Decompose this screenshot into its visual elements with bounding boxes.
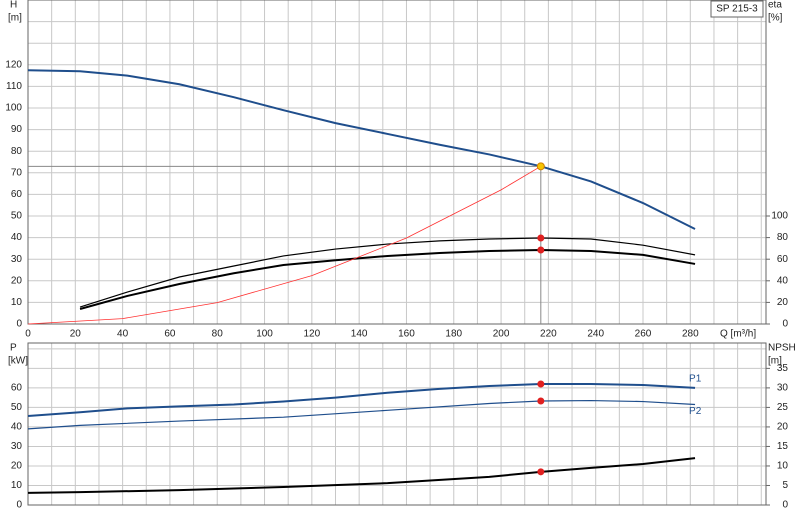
y-tick-label: 70 <box>11 167 23 178</box>
duty-point <box>536 162 545 171</box>
x-tick-label: 160 <box>398 329 415 340</box>
duty-point <box>537 234 545 242</box>
y-tick-label: 0 <box>16 500 22 511</box>
x-tick-label: 240 <box>587 329 604 340</box>
x-tick-label: 260 <box>635 329 652 340</box>
series-line <box>27 457 696 494</box>
x-tick-label: 100 <box>256 329 273 340</box>
y-axis-unit: [kW] <box>8 356 28 367</box>
y2-tick-label: 40 <box>777 275 789 286</box>
y2-tick-label: 25 <box>777 402 789 413</box>
y-tick-label: 100 <box>5 103 22 114</box>
x-tick-label: 80 <box>212 329 224 340</box>
x-axis-label: Q [m³/h] <box>720 329 756 340</box>
y2-tick-label: 100 <box>771 211 788 222</box>
series-line <box>79 249 696 310</box>
y2-axis-unit: [m] <box>768 356 782 367</box>
y2-axis-label: eta <box>768 0 782 11</box>
y-tick-label: 30 <box>11 441 23 452</box>
y-axis-label: H <box>10 0 17 11</box>
plot-area <box>28 0 766 324</box>
y-axis-unit: [m] <box>8 13 22 24</box>
series-line <box>27 165 542 325</box>
y2-tick-label: 60 <box>777 254 789 265</box>
plot-frame <box>27 342 767 506</box>
y-tick-label: 50 <box>11 211 23 222</box>
y-tick-label: 50 <box>11 402 23 413</box>
duty-point <box>537 246 545 254</box>
series-label: P2 <box>689 406 702 417</box>
duty-point <box>537 397 545 405</box>
y-tick-label: 60 <box>11 189 23 200</box>
y-tick-label: 80 <box>11 146 23 157</box>
series-line <box>79 237 696 308</box>
plot-frame <box>27 0 767 325</box>
y2-tick-label: 80 <box>777 232 789 243</box>
y2-tick-label: 15 <box>777 441 789 452</box>
x-tick-label: 180 <box>445 329 462 340</box>
x-tick-label: 40 <box>117 329 129 340</box>
y2-tick-label: 10 <box>777 461 789 472</box>
y-tick-label: 10 <box>11 297 23 308</box>
series-line <box>27 399 696 430</box>
y-tick-label: 120 <box>5 59 22 70</box>
y-tick-label: 40 <box>11 232 23 243</box>
y-tick-label: 40 <box>11 422 23 433</box>
x-tick-label: 200 <box>493 329 510 340</box>
series-label: P1 <box>689 374 702 385</box>
y2-axis-unit: [%] <box>768 13 783 24</box>
y2-tick-label: 0 <box>782 500 788 511</box>
y-tick-label: 90 <box>11 124 23 135</box>
y2-tick-label: 30 <box>777 383 789 394</box>
y-tick-label: 0 <box>16 319 22 330</box>
y2-tick-label: 0 <box>782 319 788 330</box>
chart-title: SP 215-3 <box>716 4 758 15</box>
x-tick-label: 20 <box>70 329 82 340</box>
y-tick-label: 10 <box>11 480 23 491</box>
plot-area <box>28 343 766 505</box>
y-tick-label: 30 <box>11 254 23 265</box>
duty-point <box>537 380 545 388</box>
title-box <box>710 0 764 18</box>
y-tick-label: 110 <box>6 81 22 92</box>
y2-tick-label: 5 <box>782 480 788 491</box>
y-tick-label: 20 <box>11 275 23 286</box>
y-axis-label: P <box>10 343 17 354</box>
duty-point <box>537 468 545 476</box>
x-tick-label: 120 <box>304 329 321 340</box>
x-tick-label: 0 <box>25 329 31 340</box>
y2-tick-label: 35 <box>777 363 789 374</box>
y-tick-label: 60 <box>11 383 23 394</box>
series-line <box>27 382 696 417</box>
y2-axis-label: NPSH <box>768 343 796 354</box>
y2-tick-label: 20 <box>777 297 789 308</box>
y2-tick-label: 20 <box>777 422 789 433</box>
x-tick-label: 140 <box>351 329 368 340</box>
y-tick-label: 20 <box>11 461 23 472</box>
x-tick-label: 220 <box>540 329 557 340</box>
series-line <box>27 69 696 230</box>
x-tick-label: 280 <box>682 329 699 340</box>
x-tick-label: 60 <box>164 329 176 340</box>
